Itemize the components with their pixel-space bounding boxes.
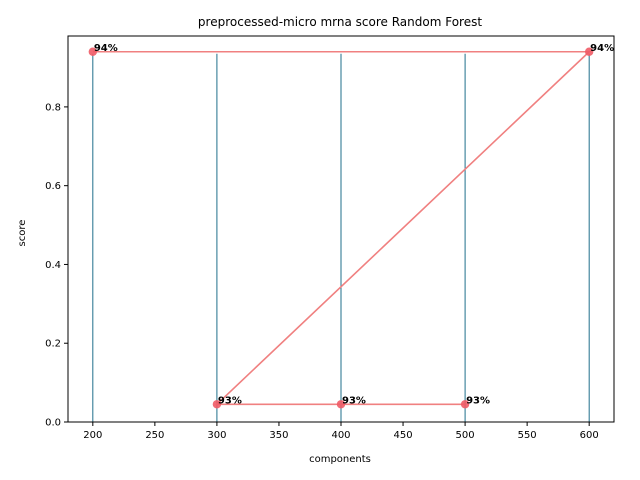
x-tick-label-4: 400 [331, 430, 350, 441]
data-label-0-4: 93% [466, 395, 490, 406]
y-tick-label-4: 0.8 [45, 102, 61, 113]
y-tick-label-3: 0.6 [45, 181, 61, 192]
y-tick-label-2: 0.4 [45, 260, 61, 271]
x-tick-label-6: 500 [456, 430, 475, 441]
data-label-0-0: 94% [94, 43, 118, 54]
y-axis-label: score [17, 220, 28, 247]
data-label-0-2: 93% [218, 395, 242, 406]
x-tick-label-0: 200 [83, 430, 102, 441]
x-tick-label-5: 450 [393, 430, 412, 441]
data-point-0-3 [336, 400, 346, 409]
x-tick-label-7: 550 [518, 430, 537, 441]
data-labels: 94% 94% 93% 93% 93% [94, 43, 614, 407]
x-tick-label-8: 600 [580, 430, 599, 441]
data-point-0-4 [460, 400, 470, 409]
vertical-lines [92, 53, 590, 422]
x-axis-ticks: 200 250 300 350 400 450 500 550 600 [83, 422, 599, 441]
x-tick-label-1: 250 [145, 430, 164, 441]
chart-title: preprocessed-micro mrna score Random For… [198, 15, 482, 29]
data-label-0-3: 93% [342, 395, 366, 406]
x-tick-label-3: 350 [269, 430, 288, 441]
data-point-0-0 [88, 47, 98, 56]
x-tick-label-2: 300 [207, 430, 226, 441]
y-tick-label-1: 0.2 [45, 339, 61, 350]
y-axis-ticks: 0.0 0.2 0.4 0.6 0.8 [45, 102, 68, 429]
x-axis-label: components [309, 454, 371, 465]
y-tick-label-0: 0.0 [45, 418, 61, 429]
data-point-0-1 [584, 47, 594, 56]
plot-area: 94% 94% 93% 93% 93% [88, 43, 614, 422]
data-label-0-1: 94% [590, 43, 614, 54]
series-markers [88, 47, 594, 409]
data-point-0-2 [212, 400, 222, 409]
